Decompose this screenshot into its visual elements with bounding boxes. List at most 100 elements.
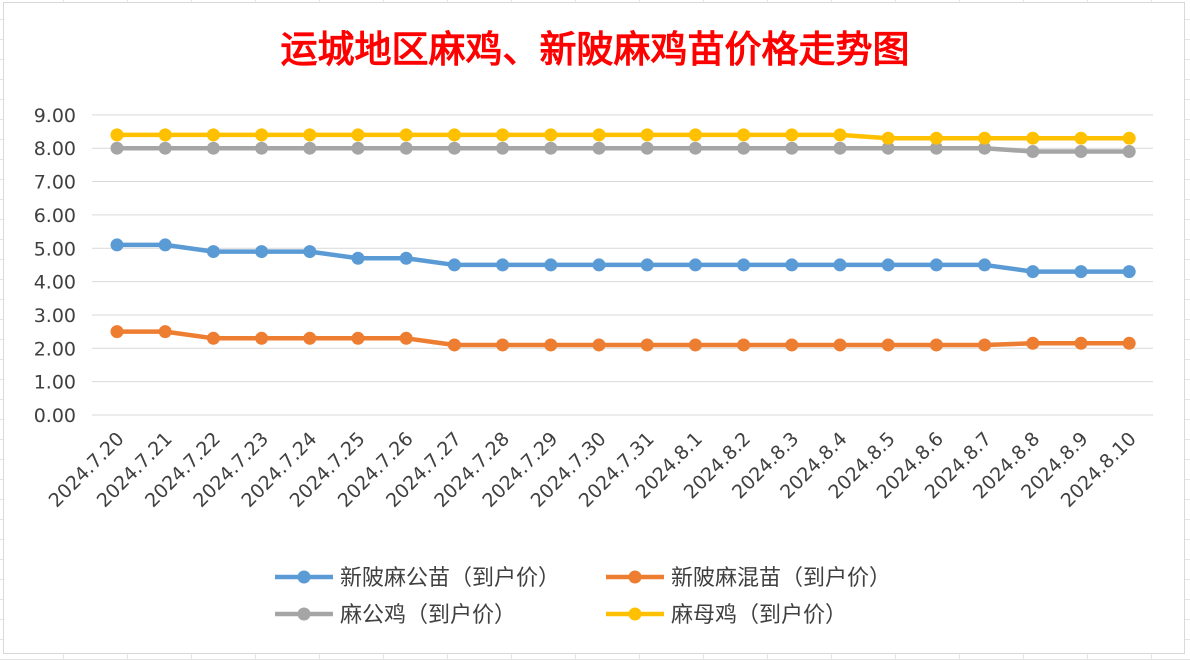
data-point[interactable]	[110, 238, 124, 252]
data-point[interactable]	[351, 141, 365, 155]
data-point[interactable]	[1026, 145, 1040, 159]
data-point[interactable]	[1122, 336, 1136, 350]
data-point[interactable]	[688, 338, 702, 352]
data-point[interactable]	[592, 258, 606, 272]
data-point[interactable]	[496, 338, 510, 352]
series-line	[114, 329, 1132, 348]
data-point[interactable]	[496, 141, 510, 155]
data-point[interactable]	[303, 331, 317, 345]
data-point[interactable]	[255, 141, 269, 155]
legend-entry[interactable]: 新陂麻公苗（到户价）	[275, 566, 560, 591]
chart-area[interactable]	[3, 2, 1185, 654]
data-point[interactable]	[544, 128, 558, 142]
data-point[interactable]	[1122, 131, 1136, 145]
data-point[interactable]	[785, 258, 799, 272]
data-point[interactable]	[206, 331, 220, 345]
data-point[interactable]	[1074, 336, 1088, 350]
data-point[interactable]	[399, 251, 413, 265]
data-point[interactable]	[303, 128, 317, 142]
data-point[interactable]	[737, 141, 751, 155]
data-point[interactable]	[640, 128, 654, 142]
data-point[interactable]	[206, 245, 220, 259]
legend-entry[interactable]: 麻母鸡（到户价）	[606, 603, 847, 628]
data-point[interactable]	[399, 331, 413, 345]
data-point[interactable]	[351, 128, 365, 142]
data-point[interactable]	[496, 258, 510, 272]
data-point[interactable]	[1026, 265, 1040, 279]
data-point[interactable]	[255, 331, 269, 345]
data-point[interactable]	[833, 128, 847, 142]
data-point[interactable]	[929, 131, 943, 145]
data-point[interactable]	[158, 128, 172, 142]
data-point[interactable]	[785, 338, 799, 352]
data-point[interactable]	[351, 251, 365, 265]
data-point[interactable]	[1122, 265, 1136, 279]
data-point[interactable]	[688, 128, 702, 142]
data-point[interactable]	[110, 325, 124, 339]
legend-entry[interactable]: 新陂麻混苗（到户价）	[606, 566, 891, 591]
data-point[interactable]	[978, 338, 992, 352]
data-point[interactable]	[737, 128, 751, 142]
data-point[interactable]	[640, 258, 654, 272]
data-point[interactable]	[929, 258, 943, 272]
data-point[interactable]	[399, 141, 413, 155]
data-point[interactable]	[881, 141, 895, 155]
data-point[interactable]	[1074, 265, 1088, 279]
data-point[interactable]	[978, 131, 992, 145]
data-point[interactable]	[737, 338, 751, 352]
data-point[interactable]	[881, 338, 895, 352]
data-point[interactable]	[447, 338, 461, 352]
data-point[interactable]	[255, 128, 269, 142]
data-point[interactable]	[399, 128, 413, 142]
data-point[interactable]	[1026, 131, 1040, 145]
data-point[interactable]	[496, 128, 510, 142]
series-2	[110, 141, 1136, 159]
data-point[interactable]	[303, 245, 317, 259]
y-tick-label: 0.00	[34, 405, 76, 427]
data-point[interactable]	[110, 141, 124, 155]
data-point[interactable]	[881, 258, 895, 272]
data-point[interactable]	[978, 258, 992, 272]
legend-entry[interactable]: 麻公鸡（到户价）	[275, 603, 516, 628]
data-point[interactable]	[447, 258, 461, 272]
data-point[interactable]	[447, 128, 461, 142]
data-point[interactable]	[640, 338, 654, 352]
data-point[interactable]	[158, 325, 172, 339]
data-point[interactable]	[206, 128, 220, 142]
data-point[interactable]	[255, 245, 269, 259]
data-point[interactable]	[881, 131, 895, 145]
data-point[interactable]	[785, 141, 799, 155]
data-point[interactable]	[544, 258, 558, 272]
y-tick-label: 2.00	[34, 338, 76, 360]
data-point[interactable]	[303, 141, 317, 155]
data-point[interactable]	[785, 128, 799, 142]
data-point[interactable]	[833, 258, 847, 272]
data-point[interactable]	[833, 338, 847, 352]
data-point[interactable]	[544, 141, 558, 155]
y-tick-label: 8.00	[34, 138, 76, 160]
data-point[interactable]	[640, 141, 654, 155]
data-point[interactable]	[688, 141, 702, 155]
data-point[interactable]	[447, 141, 461, 155]
data-point[interactable]	[1074, 131, 1088, 145]
data-point[interactable]	[592, 128, 606, 142]
data-point[interactable]	[688, 258, 702, 272]
y-tick-label: 6.00	[34, 205, 76, 227]
data-point[interactable]	[1026, 336, 1040, 350]
data-point[interactable]	[1122, 145, 1136, 159]
data-point[interactable]	[1074, 145, 1088, 159]
data-point[interactable]	[978, 141, 992, 155]
data-point[interactable]	[592, 141, 606, 155]
data-point[interactable]	[592, 338, 606, 352]
data-point[interactable]	[158, 141, 172, 155]
data-point[interactable]	[206, 141, 220, 155]
data-point[interactable]	[544, 338, 558, 352]
data-point[interactable]	[351, 331, 365, 345]
data-point[interactable]	[929, 141, 943, 155]
data-point[interactable]	[929, 338, 943, 352]
data-point[interactable]	[158, 238, 172, 252]
data-point[interactable]	[737, 258, 751, 272]
data-point[interactable]	[833, 141, 847, 155]
data-point[interactable]	[110, 128, 124, 142]
